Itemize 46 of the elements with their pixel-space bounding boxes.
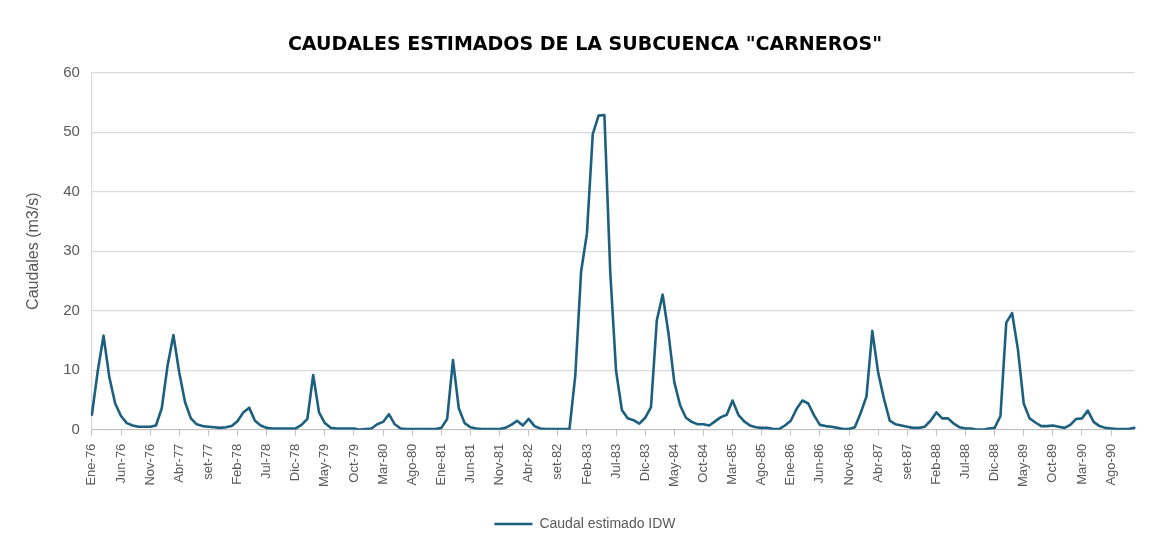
x-tick-label: Mar-85	[724, 443, 740, 485]
y-axis-title: Caudales (m3/s)	[24, 192, 42, 310]
x-tick-label: Feb-78	[229, 443, 245, 485]
x-tick-label: Mar-80	[374, 443, 390, 485]
x-tick-label: May-84	[665, 443, 681, 488]
y-tick-label: 60	[63, 62, 80, 80]
legend-label: Caudal estimado IDW	[539, 514, 677, 531]
x-tick-label: Abr-77	[170, 443, 186, 483]
x-tick-label: Oct-89	[1044, 443, 1060, 483]
x-tick-label: Jun-86	[811, 443, 827, 484]
y-tick-label: 30	[63, 241, 80, 259]
x-tick-label: Dic-83	[636, 443, 652, 482]
y-tick-label: 40	[63, 181, 80, 199]
x-tick-label: Abr-87	[869, 443, 885, 483]
x-tick-label: May-89	[1015, 443, 1031, 488]
x-tick-label: Oct-84	[694, 443, 710, 483]
x-tick-label: Nov-76	[141, 443, 157, 486]
x-tick-label: Feb-88	[927, 443, 943, 485]
x-tick-label: Ene-86	[782, 443, 798, 486]
x-tick-label: Jul-78	[258, 443, 274, 480]
x-tick-label: Ene-81	[432, 443, 448, 486]
x-tick-label: Jul-88	[957, 443, 973, 480]
x-tick-label: set-82	[549, 443, 565, 480]
x-tick-label: Ago-85	[753, 443, 769, 486]
x-tick-label: Dic-88	[986, 443, 1002, 482]
y-tick-label: 50	[63, 122, 80, 140]
y-tick-label: 20	[63, 300, 80, 318]
x-tick-label: Mar-90	[1073, 443, 1089, 485]
x-tick-label: Nov-86	[840, 443, 856, 486]
x-tick-label: Oct-79	[345, 443, 361, 483]
x-tick-label: Ene-76	[83, 443, 99, 486]
x-tick-label: Dic-78	[287, 443, 303, 482]
chart-title: CAUDALES ESTIMADOS DE LA SUBCUENCA "CARNEROS"	[287, 32, 883, 55]
x-tick-label: Jun-81	[462, 443, 478, 484]
x-tick-label: set-87	[898, 443, 914, 480]
x-tick-label: May-79	[316, 443, 332, 488]
y-tick-label: 0	[71, 419, 80, 437]
x-tick-label: Feb-83	[578, 443, 594, 485]
x-tick-label: Jul-83	[607, 443, 623, 480]
x-tick-label: Ago-80	[403, 443, 419, 486]
x-tick-label: Ago-90	[1102, 443, 1118, 486]
x-tick-label: set-77	[199, 443, 215, 480]
y-tick-label: 10	[63, 360, 80, 378]
x-tick-label: Abr-82	[520, 443, 536, 483]
x-tick-label: Nov-81	[491, 443, 507, 486]
x-tick-label: Jun-76	[112, 443, 128, 484]
